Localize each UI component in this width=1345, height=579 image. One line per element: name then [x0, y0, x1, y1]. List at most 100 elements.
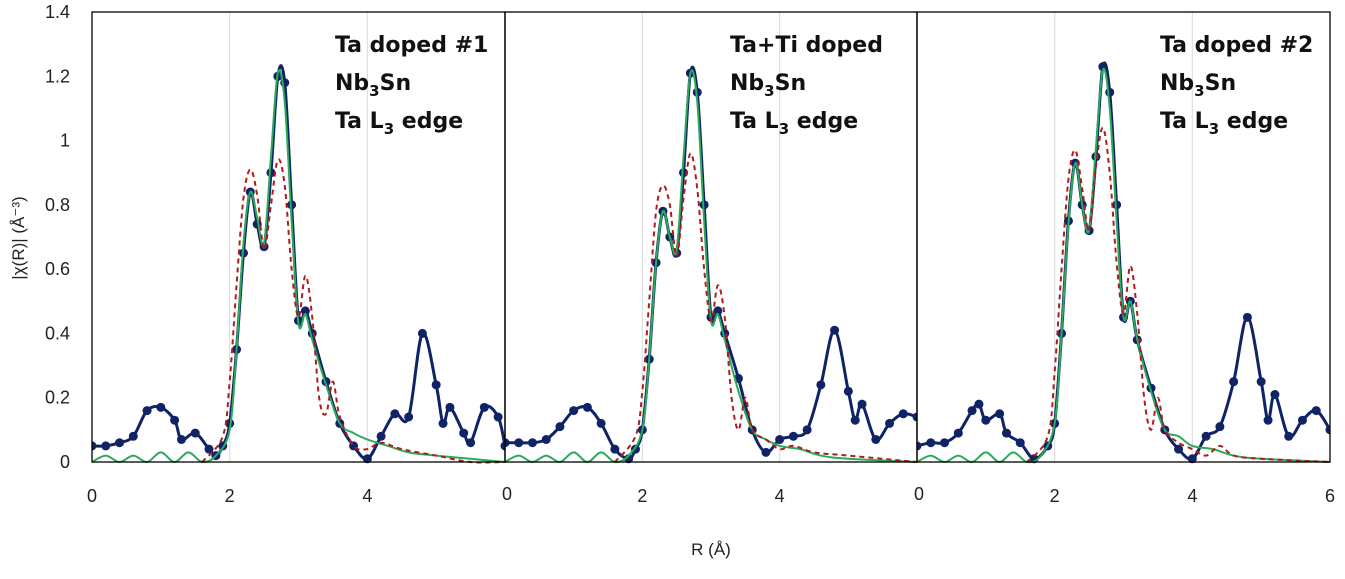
- data-point: [1201, 431, 1211, 441]
- data-point: [417, 328, 427, 338]
- data-point: [1187, 454, 1197, 464]
- x-tick-label: 2: [637, 486, 647, 506]
- data-point: [713, 306, 723, 316]
- x-tick-label: 4: [775, 486, 785, 506]
- data-point: [445, 402, 455, 412]
- data-point: [1242, 312, 1252, 322]
- data-point: [850, 415, 860, 425]
- panel-annotation-line: Nb3Sn: [1160, 71, 1236, 100]
- data-point: [926, 438, 936, 448]
- data-point: [101, 441, 111, 451]
- data-point: [981, 415, 991, 425]
- data-point: [376, 431, 386, 441]
- data-point: [1263, 415, 1273, 425]
- x-axis-title: R (Å): [691, 540, 731, 559]
- data-point: [788, 431, 798, 441]
- model-series-line: [614, 152, 917, 463]
- data-point: [1229, 377, 1239, 387]
- data-point: [541, 435, 551, 444]
- data-point: [527, 438, 537, 448]
- data-point: [967, 406, 977, 416]
- panel-annotation-line: Ta doped #1: [335, 33, 488, 58]
- panel-annotation-line: Nb3Sn: [730, 71, 806, 100]
- data-point: [431, 380, 441, 390]
- data-point: [761, 447, 771, 457]
- data-point: [775, 435, 785, 444]
- data-point: [871, 435, 881, 444]
- y-tick-label: 0.4: [45, 323, 70, 343]
- y-tick-label: 0.8: [45, 195, 70, 215]
- data-point: [555, 422, 565, 432]
- data-point: [912, 412, 917, 422]
- data-point: [115, 438, 125, 448]
- data-point: [404, 412, 414, 422]
- x-tick-label: 2: [1050, 486, 1060, 506]
- data-point: [204, 444, 214, 454]
- plot-area: [92, 64, 505, 464]
- data-point: [940, 438, 950, 448]
- model-series-line: [201, 158, 505, 464]
- y-tick-label: 0: [60, 452, 70, 472]
- data-point: [885, 418, 895, 428]
- data-point: [176, 435, 186, 444]
- panel-annotation-line: Ta+Ti doped: [730, 33, 883, 58]
- data-point: [170, 415, 180, 425]
- panel-annotation-line: Ta L3 edge: [1160, 109, 1288, 138]
- data-point: [816, 380, 826, 390]
- x-tick-label: 0: [914, 484, 924, 504]
- data-point: [857, 399, 867, 409]
- data-point: [917, 441, 922, 451]
- data-point: [156, 402, 166, 412]
- data-point: [92, 441, 97, 451]
- data-point: [953, 428, 963, 438]
- data-point: [438, 418, 448, 428]
- data-point: [459, 428, 469, 438]
- y-tick-label: 1: [60, 131, 70, 151]
- data-point: [190, 428, 200, 438]
- x-tick-label: 4: [1187, 486, 1197, 506]
- data-point: [898, 409, 908, 419]
- panel-frame: [916, 11, 1331, 463]
- data-point: [1256, 377, 1266, 387]
- fit-series-line: [505, 69, 917, 464]
- panel-annotation-line: Nb3Sn: [335, 71, 411, 100]
- model-series-line: [1026, 126, 1330, 463]
- data-point: [610, 444, 620, 454]
- data-point: [390, 409, 400, 419]
- x-tick-label: 0: [502, 484, 512, 504]
- data-point: [493, 412, 503, 422]
- data-point: [1311, 406, 1321, 416]
- x-tick-label: 4: [362, 486, 372, 506]
- data-point: [974, 399, 984, 409]
- y-tick-label: 0.6: [45, 259, 70, 279]
- x-tick-label: 6: [1325, 486, 1335, 506]
- data-point: [582, 402, 592, 412]
- data-point: [1105, 87, 1115, 97]
- data-point: [1001, 428, 1011, 438]
- panel-annotation-line: Ta L3 edge: [335, 109, 463, 138]
- data-point: [1015, 438, 1025, 448]
- data-point: [843, 386, 853, 396]
- data-point: [1284, 431, 1294, 441]
- data-point: [466, 438, 476, 448]
- data-point: [830, 325, 840, 335]
- y-tick-label: 1.4: [45, 2, 70, 22]
- data-point: [1297, 415, 1307, 425]
- fit-series-line: [92, 69, 505, 464]
- panel-frame: [504, 11, 918, 463]
- panel-annotation-line: Ta doped #2: [1160, 33, 1313, 58]
- panels: 0 2 4 Ta doped #1 Nb3Sn Ta L3 edge 0 2 4 Ta+Ti do…: [87, 11, 1335, 506]
- data-point: [995, 409, 1005, 419]
- y-axis: 0 0.2 0.4 0.6 0.8 1 1.2 1.4: [45, 2, 70, 472]
- panel-annotation-line: Ta L3 edge: [730, 109, 858, 138]
- chart-panel-3: 0 2 4 6 Ta doped #2 Nb3Sn Ta L3 edge: [914, 11, 1335, 506]
- panel-frame: [91, 11, 506, 463]
- data-point: [300, 306, 310, 316]
- data-point: [514, 438, 524, 448]
- data-point: [1174, 444, 1184, 454]
- plot-area: [505, 65, 917, 464]
- data-point: [500, 441, 505, 451]
- y-tick-label: 0.2: [45, 388, 70, 408]
- data-point: [128, 431, 138, 441]
